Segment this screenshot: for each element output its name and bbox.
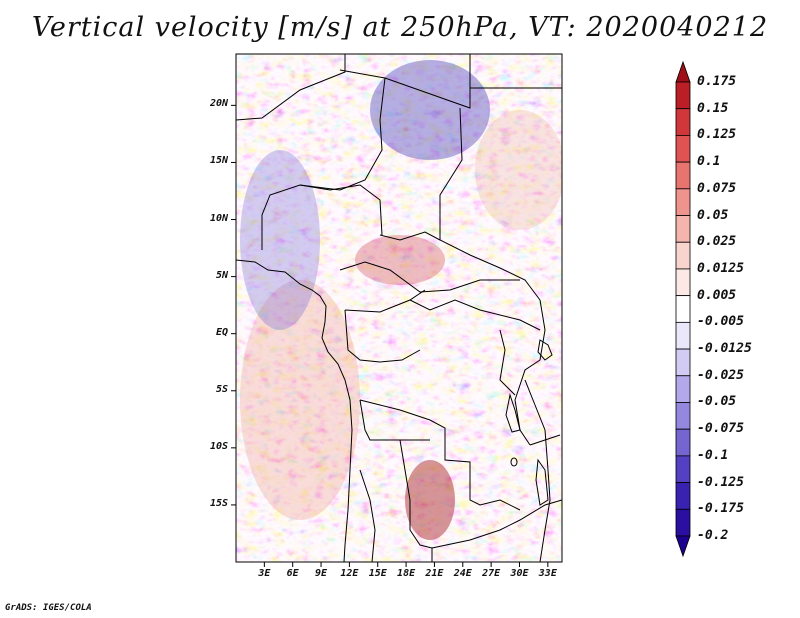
longitude-ticks bbox=[263, 562, 549, 567]
colorbar-box bbox=[675, 81, 691, 110]
colorbar-label: -0.025 bbox=[697, 367, 744, 383]
lon-label: 9E bbox=[315, 568, 328, 579]
colorbar-box bbox=[675, 241, 691, 270]
colorbar-label: -0.1 bbox=[697, 447, 729, 463]
vertical-velocity-field bbox=[236, 54, 562, 562]
colorbar-box bbox=[675, 508, 691, 537]
lon-label: 3E bbox=[258, 568, 271, 579]
lon-label: 12E bbox=[340, 568, 359, 579]
colorbar-top-arrow bbox=[675, 60, 691, 83]
lat-label: 20N bbox=[209, 98, 228, 110]
lon-label: 18E bbox=[397, 568, 416, 579]
lon-label: 21E bbox=[425, 568, 444, 579]
colorbar-label: -0.005 bbox=[697, 314, 744, 330]
colorbar-label: -0.125 bbox=[697, 474, 744, 490]
colorbar-box bbox=[675, 188, 691, 216]
colorbar-bottom-arrow bbox=[675, 535, 691, 558]
lat-label: 10N bbox=[209, 212, 228, 224]
colorbar bbox=[675, 60, 691, 558]
colorbar-box bbox=[675, 482, 691, 510]
lon-label: 15E bbox=[368, 568, 387, 579]
colorbar-label: 0.05 bbox=[697, 207, 729, 223]
lon-label: 24E bbox=[453, 568, 472, 579]
map-frame bbox=[235, 53, 563, 563]
colorbar-box bbox=[675, 455, 691, 483]
colorbar-label: 0.025 bbox=[697, 234, 737, 250]
colorbar-box bbox=[675, 215, 691, 243]
lat-label: 5N bbox=[215, 269, 228, 281]
colorbar-label: -0.175 bbox=[697, 501, 744, 517]
colorbar-box bbox=[675, 295, 691, 323]
lat-label: 10S bbox=[209, 440, 228, 452]
lat-label: EQ bbox=[215, 326, 228, 338]
colorbar-label: -0.05 bbox=[697, 394, 737, 410]
colorbar-label: 0.075 bbox=[697, 180, 737, 196]
latitude-ticks bbox=[231, 104, 236, 506]
lat-label: 15N bbox=[209, 155, 228, 167]
grads-credit: GrADS: IGES/COLA bbox=[5, 603, 92, 613]
lon-label: 6E bbox=[286, 568, 299, 579]
colorbar-label: 0.175 bbox=[697, 74, 737, 89]
country-borders bbox=[236, 54, 562, 562]
colorbar-label: -0.2 bbox=[697, 528, 729, 543]
colorbar-box bbox=[675, 268, 691, 297]
lon-label: 27E bbox=[482, 568, 501, 579]
colorbar-box bbox=[675, 402, 691, 430]
colorbar-label: 0.125 bbox=[697, 127, 737, 143]
colorbar-label: -0.0125 bbox=[697, 341, 752, 357]
colorbar-label: -0.075 bbox=[697, 421, 744, 437]
colorbar-label: 0.1 bbox=[697, 154, 721, 170]
chart-title: Vertical velocity [m/s] at 250hPa, VT: 2… bbox=[31, 12, 769, 43]
lat-label: 15S bbox=[209, 497, 228, 509]
colorbar-box bbox=[675, 108, 691, 136]
colorbar-box bbox=[675, 348, 691, 377]
colorbar-box bbox=[675, 161, 691, 190]
colorbar-label: 0.15 bbox=[697, 100, 729, 116]
colorbar-box bbox=[675, 428, 691, 457]
lon-label: 30E bbox=[510, 568, 529, 579]
colorbar-label: 0.0125 bbox=[697, 260, 744, 276]
colorbar-box bbox=[675, 375, 691, 403]
colorbar-box bbox=[675, 135, 691, 163]
lon-label: 33E bbox=[538, 568, 557, 579]
colorbar-box bbox=[675, 321, 691, 350]
lat-label: 5S bbox=[215, 383, 228, 395]
colorbar-label: 0.005 bbox=[697, 287, 737, 303]
lakes bbox=[505, 339, 553, 506]
